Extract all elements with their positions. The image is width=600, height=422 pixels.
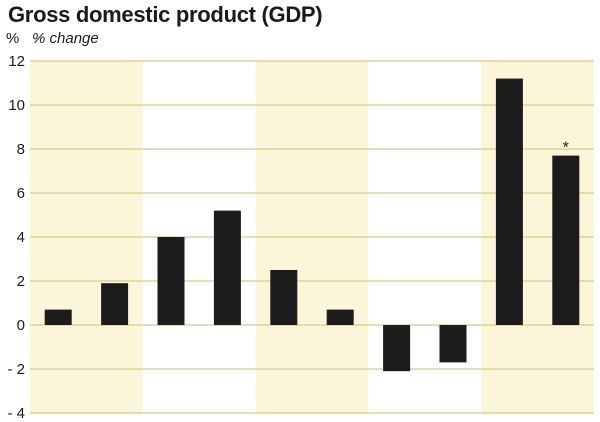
bar-10 — [552, 155, 580, 325]
bar-1 — [44, 309, 72, 325]
y-tick-label: - 4 — [7, 405, 25, 422]
y-tick-label: 6 — [17, 185, 25, 202]
chart-subtitle: % change — [32, 30, 99, 47]
y-tick-label: 8 — [17, 141, 25, 158]
bar-2 — [101, 283, 129, 325]
bar-3 — [157, 237, 185, 325]
bar-annotation: * — [563, 140, 569, 157]
chart-title: Gross domestic product (GDP) — [8, 2, 323, 27]
bar-9 — [495, 78, 523, 325]
y-tick-label: 4 — [17, 229, 25, 246]
bar-4 — [213, 210, 241, 325]
bar-7 — [383, 325, 411, 372]
y-axis-unit: % — [6, 30, 20, 47]
y-tick-label: - 2 — [7, 361, 25, 378]
y-tick-label: 2 — [17, 273, 25, 290]
y-tick-label: 12 — [8, 53, 25, 70]
bar-8 — [439, 325, 467, 363]
bar-5 — [270, 270, 298, 325]
y-tick-label: 0 — [17, 317, 25, 334]
y-tick-label: 10 — [8, 97, 25, 114]
bar-6 — [326, 309, 354, 325]
